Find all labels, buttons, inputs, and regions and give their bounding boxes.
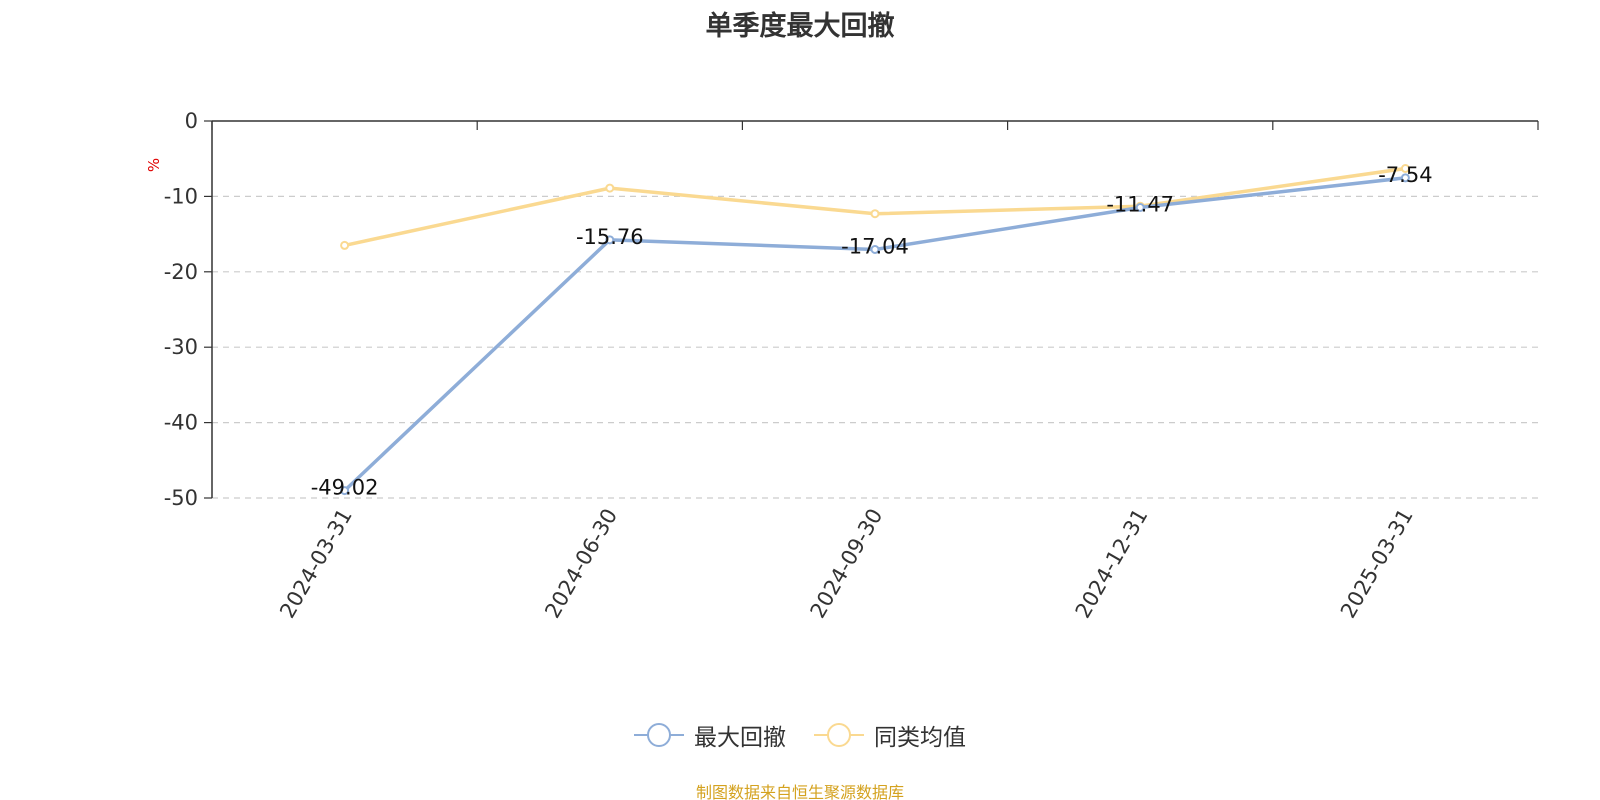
data-point <box>870 244 880 254</box>
grid-lines <box>212 195 1538 499</box>
legend: 最大回撤 同类均值 <box>0 718 1600 752</box>
x-tick-label: 2024-03-31 <box>275 505 357 623</box>
data-point <box>340 486 350 496</box>
x-tick-label: 2024-09-30 <box>806 505 888 623</box>
data-label: -17.04 <box>841 234 909 258</box>
source-note: 制图数据来自恒生聚源数据库 <box>695 783 904 800</box>
x-tick-label: 2024-12-31 <box>1071 505 1153 623</box>
data-point <box>1135 202 1145 212</box>
y-tick-label: -30 <box>164 335 198 359</box>
y-tick-label: -10 <box>164 184 198 208</box>
data-point <box>1400 173 1410 183</box>
data-point <box>340 240 350 250</box>
series-lines <box>340 164 1410 496</box>
legend-symbol-max-drawdown <box>634 723 684 747</box>
x-tick-label: 2024-06-30 <box>540 505 622 623</box>
y-tick-label: 0 <box>185 109 198 133</box>
chart-title: 单季度最大回撤 <box>705 11 895 42</box>
legend-item-max-drawdown[interactable]: 最大回撤 <box>634 718 786 752</box>
legend-item-peer-average[interactable]: 同类均值 <box>814 718 966 752</box>
legend-symbol-peer-average <box>814 723 864 747</box>
data-label: -15.76 <box>576 225 644 249</box>
data-labels: -49.02 -15.76 -17.04 -11.47 -7.54 <box>311 163 1433 500</box>
data-point <box>605 235 615 245</box>
y-tick-label: -40 <box>164 411 198 435</box>
data-label: -11.47 <box>1106 192 1174 216</box>
series-line-0 <box>343 176 1406 492</box>
y-tick-label: -20 <box>164 260 198 284</box>
x-tick-label: 2025-03-31 <box>1336 505 1418 623</box>
data-label: -7.54 <box>1378 163 1432 187</box>
y-axis-label: % <box>145 158 163 172</box>
data-point <box>1400 164 1410 174</box>
legend-label-max-drawdown: 最大回撤 <box>694 725 786 751</box>
data-point <box>870 209 880 219</box>
data-point <box>605 183 615 193</box>
y-tick-label: -50 <box>164 486 198 510</box>
data-label: -49.02 <box>311 476 379 500</box>
legend-label-peer-average: 同类均值 <box>874 725 966 751</box>
